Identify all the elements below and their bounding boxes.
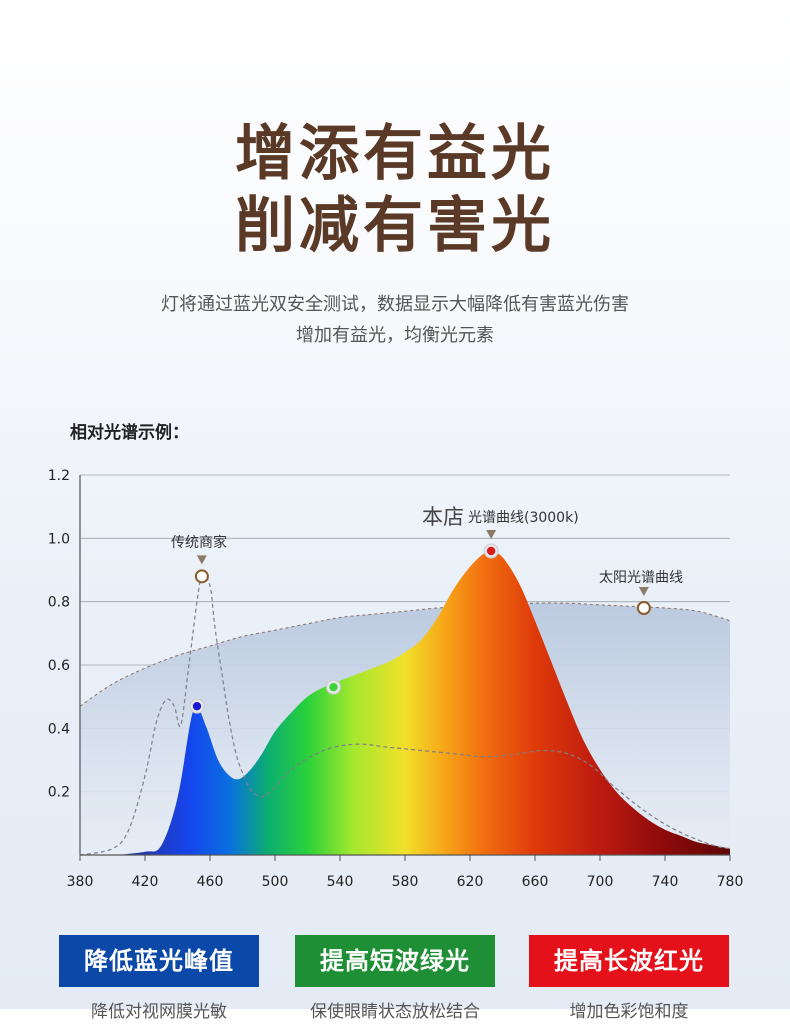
data-marker	[486, 546, 496, 556]
headline-line-1: 增添有益光	[235, 119, 555, 189]
x-tick-label: 780	[717, 874, 744, 890]
pointer-arrow	[196, 555, 207, 565]
subtitle-line-1: 灯将通过蓝光双安全测试，数据显示大幅降低有害蓝光伤害	[161, 294, 629, 315]
y-tick-label: 0.2	[48, 785, 70, 801]
x-tick-label: 460	[197, 874, 224, 890]
sunlight-curve	[79, 602, 731, 707]
badge-boost-red: 提高长波红光	[529, 935, 729, 987]
hollow-marker	[636, 601, 651, 615]
x-tick-label: 420	[132, 874, 159, 890]
subtitle-line-2: 增加有益光，均衡光元素	[296, 325, 494, 346]
x-tick-label: 620	[457, 874, 484, 890]
y-tick-label: 1.0	[48, 531, 70, 547]
y-tick-label: 0.8	[48, 595, 70, 611]
x-tick-label: 500	[262, 874, 289, 890]
shop-spectrum-area	[80, 550, 730, 856]
y-tick-label: 1.2	[48, 468, 70, 484]
spectrum-chart: 0.2 0.4 0.6 0.8 1.0 1.2 380 420 460 500 540 580 620 6…	[48, 468, 744, 890]
x-tick-label: 740	[652, 874, 679, 890]
data-marker	[192, 701, 202, 711]
series-label-shop-main: 本店	[422, 505, 464, 529]
section-label: 相对光谱示例：	[70, 423, 189, 443]
description-green: 保使眼睛状态放松结合	[310, 1002, 480, 1022]
series-label-sunlight: 太阳光谱曲线	[599, 570, 683, 586]
x-tick-label: 540	[327, 874, 354, 890]
x-tick-label: 580	[392, 874, 419, 890]
description-blue: 降低对视网膜光敏	[91, 1002, 227, 1022]
pointer-arrow	[638, 587, 649, 596]
x-tick-label: 380	[67, 874, 94, 890]
hollow-marker	[194, 569, 209, 584]
badge-boost-green: 提高短波绿光	[295, 935, 495, 987]
data-marker	[329, 682, 338, 692]
pointer-arrow	[486, 530, 497, 539]
y-tick-label: 0.6	[48, 658, 70, 674]
x-tick-label: 660	[522, 874, 549, 890]
x-tick-label: 700	[587, 874, 614, 890]
y-tick-label: 0.4	[48, 721, 70, 737]
headline-line-2: 削减有害光	[235, 191, 555, 261]
badge-reduce-blue-peak: 降低蓝光峰值	[59, 935, 259, 987]
traditional-curve	[79, 574, 731, 856]
series-label-shop-sub: 光谱曲线(3000k)	[468, 510, 579, 526]
series-label-traditional: 传统商家	[171, 534, 227, 551]
description-red: 增加色彩饱和度	[569, 1002, 689, 1022]
